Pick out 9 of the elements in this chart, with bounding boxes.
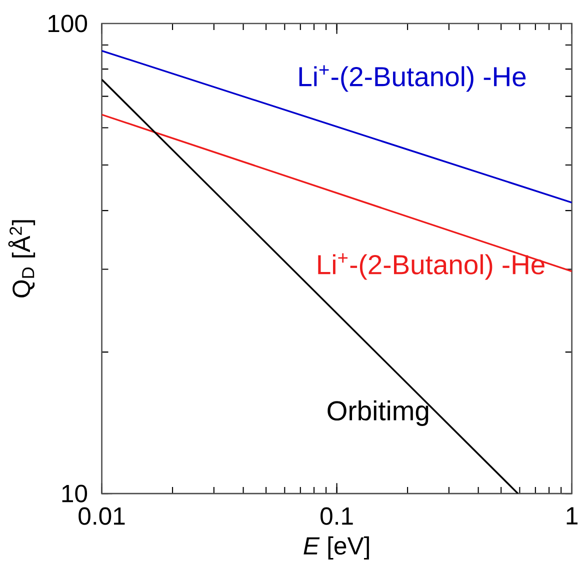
annotation: Li$^{+}$-(2-Butanol) -He — [299, 65, 526, 92]
x-tick-label: 0.01 — [78, 507, 125, 525]
annotation: Orbitimg — [328, 400, 428, 426]
x-axis-title: E [eV] — [304, 536, 369, 560]
y-axis-title: Q$_{D}$ [Å$^{2}$] — [8, 220, 36, 298]
x-tick-label: 0.1 — [320, 507, 353, 525]
x-tick-label: 1 — [566, 507, 578, 524]
y-tick-label: 10 — [62, 484, 88, 502]
y-tick-label: 100 — [48, 14, 88, 32]
